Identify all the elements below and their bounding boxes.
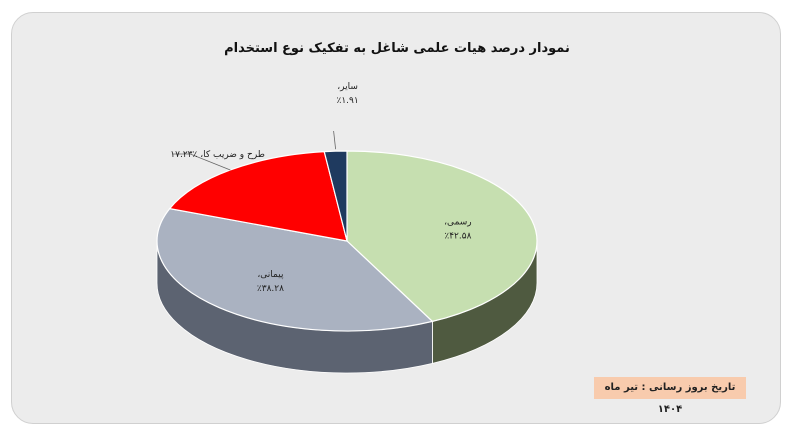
slice-label-2: طرح و ضریب کا، ٪۱۷.۲۳: [170, 150, 265, 160]
slice-value-0: ٪۴۲.۵۸: [444, 232, 471, 242]
pie-slice-3: [323, 150, 348, 242]
chart-title: نمودار درصد هیات علمی شاغل به تفکیک نوع …: [224, 41, 570, 56]
pie-chart: رسمی، ٪۴۲.۵۸ پیمانی، ٪۳۸.۲۸ طرح و ضریب کا، ٪…: [156, 82, 538, 374]
slice-value-1: ٪۳۸.۲۸: [257, 284, 284, 294]
pie-labels: رسمی، ٪۴۲.۵۸ پیمانی، ٪۳۸.۲۸ طرح و ضریب کا، ٪…: [170, 82, 471, 294]
slice-label-0: رسمی،: [444, 218, 472, 228]
leader-line-3: [333, 130, 337, 150]
update-date-note: تاریخ بروز رسانی : تیر ماه ۱۴۰۴: [594, 377, 746, 415]
chart-frame: نمودار درصد هیات علمی شاغل به تفکیک نوع …: [11, 12, 781, 424]
slice-label-3: سایر،: [337, 82, 358, 92]
pie-slice-1: [156, 207, 434, 332]
slice-value-3: ٪۱.۹۱: [337, 96, 359, 106]
pie-slice-0: [346, 150, 538, 323]
pie-slices: [156, 150, 538, 332]
slice-label-1: پیمانی،: [257, 270, 284, 280]
leader-line-2: [172, 153, 231, 171]
